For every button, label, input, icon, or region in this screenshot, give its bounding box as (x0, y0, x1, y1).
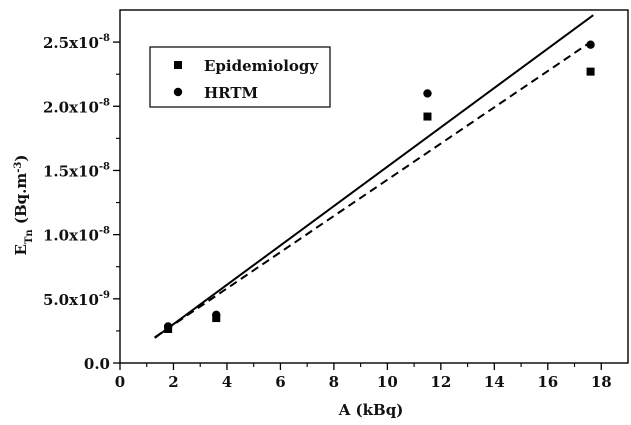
x-tick-label: 18 (591, 373, 612, 391)
y-tick-label-exponent: -8 (99, 226, 110, 237)
x-tick-label: 0 (115, 373, 125, 391)
y-tick-label-mantissa: 2.5x10 (43, 34, 99, 52)
y-tick-label: 2.5x10-8 (43, 33, 110, 52)
legend: Epidemiology HRTM (149, 46, 331, 108)
y-tick-label: 2.0x10-8 (43, 97, 110, 116)
y-tick-label-exponent: -9 (99, 290, 110, 301)
y-tick-label-exponent: -8 (99, 33, 110, 44)
y-axis-title-unit-close: ) (12, 155, 30, 162)
plot-frame (119, 9, 629, 364)
fit-line-dashed (154, 41, 592, 339)
data-point-hrtm (212, 310, 221, 320)
data-point-hrtm (586, 40, 595, 49)
y-axis-title-unit: (Bq.m (12, 173, 30, 230)
y-tick-label-mantissa: 2.0x10 (43, 98, 99, 116)
y-tick-label: 0.0 (84, 355, 110, 373)
fit-line-solid (154, 14, 594, 339)
legend-label-hrtm: HRTM (204, 84, 258, 102)
x-tick-label: 8 (329, 373, 339, 391)
axes-layer: 0 2 4 6 8 10 12 14 16 180.05.0x10-91.0x10-81.5x10… (43, 33, 612, 391)
y-tick-label-mantissa: 1.0x10 (43, 227, 99, 245)
data-point-epidemiology (423, 112, 432, 121)
y-axis-title-subscript: Tn (24, 229, 35, 244)
y-tick-label-exponent: -8 (99, 97, 110, 108)
y-tick-label: 1.5x10-8 (43, 161, 110, 180)
x-tick-label: 10 (377, 373, 398, 391)
x-tick-label: 6 (275, 373, 285, 391)
legend-label-epidemiology: Epidemiology (204, 57, 319, 75)
data-points-layer (163, 40, 595, 333)
y-tick-label-exponent: -8 (99, 161, 110, 172)
x-tick-label: 4 (222, 373, 232, 391)
data-point-hrtm (163, 322, 173, 331)
y-axis-title: ETn (Bq.m-3) (12, 155, 35, 256)
y-tick-label-mantissa: 5.0x10 (43, 291, 99, 309)
fit-lines-layer (154, 14, 594, 339)
x-tick-label: 12 (430, 373, 451, 391)
plot-frame-layer (119, 9, 629, 364)
x-tick-label: 16 (537, 373, 558, 391)
y-tick-label-mantissa: 0.0 (84, 355, 110, 373)
y-axis-title-base: E (12, 244, 30, 255)
x-tick-label: 2 (168, 373, 178, 391)
legend-box (149, 46, 331, 108)
y-tick-label-mantissa: 1.5x10 (43, 162, 99, 180)
y-tick-label: 5.0x10-9 (43, 290, 110, 309)
legend-circle-marker (173, 87, 183, 97)
x-axis-title: A (kBq) (338, 401, 404, 419)
data-point-hrtm (423, 89, 432, 98)
y-axis-title-unit-exponent: -3 (13, 162, 24, 173)
legend-square-marker (174, 61, 182, 69)
y-tick-label: 1.0x10-8 (43, 226, 110, 245)
x-tick-label: 14 (484, 373, 505, 391)
data-point-epidemiology (586, 67, 595, 76)
